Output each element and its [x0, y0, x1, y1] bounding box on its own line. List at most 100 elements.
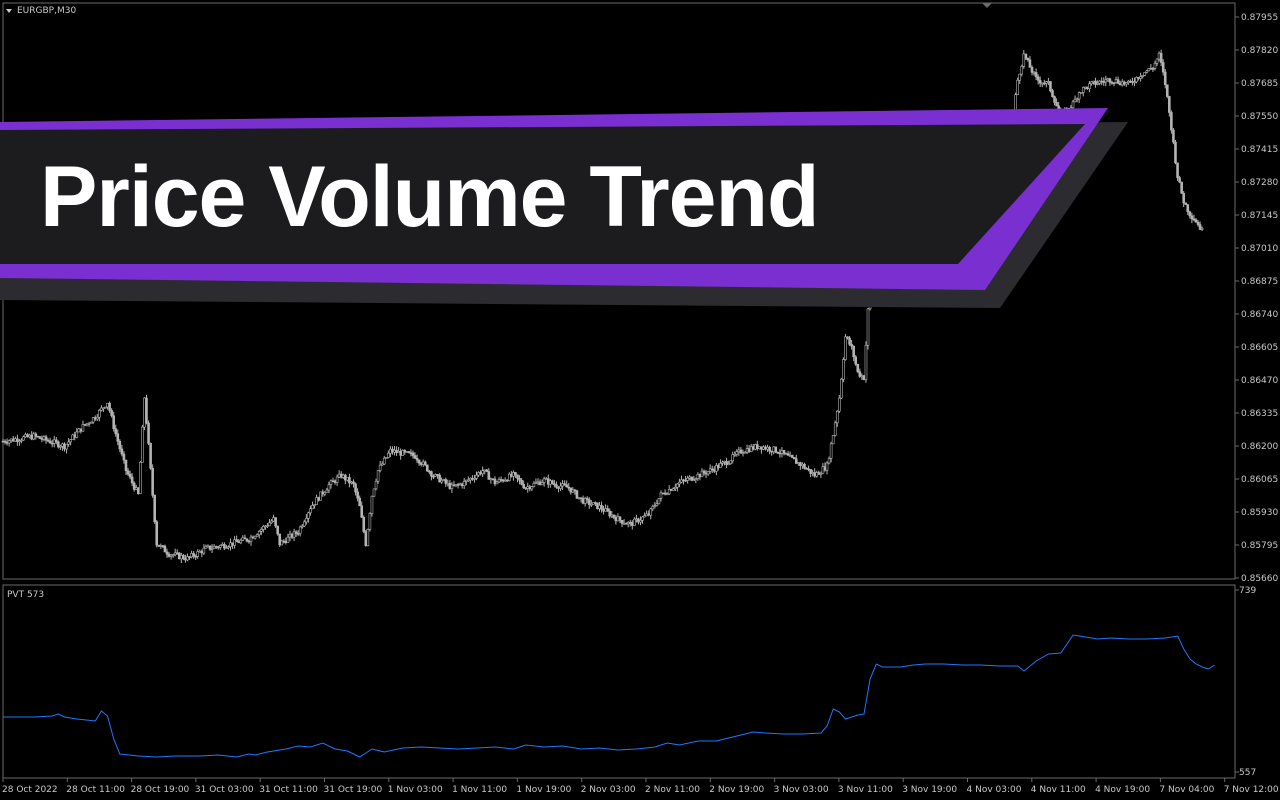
candle-body: [432, 475, 435, 478]
candle-body: [1192, 218, 1196, 221]
candle-body: [387, 453, 390, 458]
candle-body: [1071, 101, 1075, 109]
candle-body: [153, 494, 156, 522]
candle-body: [380, 463, 384, 466]
candle-body: [788, 455, 792, 457]
candle-body: [639, 519, 642, 523]
x-tick-label: 4 Nov 11:00: [1031, 785, 1086, 795]
candle-body: [571, 489, 575, 493]
candle-body: [833, 422, 837, 436]
candle-body: [13, 438, 17, 442]
candle-body: [645, 513, 648, 516]
candle-body: [313, 504, 316, 506]
candle-body: [42, 436, 46, 440]
candle-body: [1135, 77, 1138, 83]
candle-body: [1038, 80, 1042, 84]
candle-body: [298, 526, 302, 534]
candle-body: [548, 480, 552, 485]
candle-body: [405, 451, 409, 453]
candle-body: [221, 544, 224, 546]
candle-body: [266, 525, 269, 528]
candle-body: [659, 492, 663, 499]
candle-body: [655, 503, 659, 506]
candle-body: [764, 446, 767, 450]
price-y-tick-label: 0.87820: [1241, 46, 1278, 56]
candle-body: [450, 484, 454, 489]
candle-body: [1026, 58, 1030, 61]
candle-body: [792, 457, 796, 460]
candle-body: [362, 517, 366, 532]
candle-body: [637, 518, 640, 523]
candle-body: [323, 492, 327, 495]
candle-body: [1112, 82, 1116, 84]
candle-body: [106, 402, 109, 408]
candle-body: [270, 520, 273, 524]
x-tick-label: 28 Oct 11:00: [66, 785, 125, 795]
candle-body: [264, 525, 267, 528]
candle-body: [231, 542, 234, 546]
candle-body: [690, 476, 694, 481]
candle-body: [846, 336, 849, 339]
candle-body: [48, 440, 52, 444]
candle-body: [592, 502, 595, 505]
candle-body: [852, 345, 855, 358]
candle-body: [1180, 181, 1183, 194]
candle-body: [79, 428, 83, 432]
candle-body: [825, 462, 829, 471]
price-y-axis: 0.87955 0.87820 0.87685 0.87550 0.87415 0.872…: [1235, 13, 1278, 584]
chevron-down-icon[interactable]: [6, 9, 12, 13]
candle-body: [780, 450, 784, 454]
candle-body: [438, 474, 441, 483]
candle-body: [28, 434, 31, 438]
candle-body: [1098, 80, 1101, 84]
candle-body: [577, 497, 581, 499]
candle-body: [1182, 192, 1185, 204]
candle-body: [309, 508, 312, 514]
candle-body: [751, 446, 755, 450]
price-y-tick-label: 0.86065: [1241, 475, 1278, 485]
candle-body: [850, 344, 853, 347]
candle-body: [520, 479, 523, 485]
candle-body: [501, 479, 505, 482]
candle-body: [165, 551, 169, 555]
candle-body: [530, 486, 534, 490]
candle-body: [253, 535, 257, 539]
candle-body: [516, 474, 519, 479]
candle-body: [180, 555, 183, 560]
candle-body: [649, 508, 653, 516]
candle-body: [192, 553, 195, 557]
candle-body: [1034, 72, 1038, 78]
candle-body: [337, 473, 341, 478]
candle-body: [538, 481, 542, 486]
candle-body: [136, 487, 140, 495]
candle-body: [186, 556, 189, 561]
candle-body: [173, 552, 177, 555]
candle-body: [507, 473, 511, 481]
candle-body: [245, 538, 249, 542]
candle-body: [344, 474, 347, 481]
candle-body: [1133, 81, 1136, 84]
candle-body: [491, 478, 495, 481]
candle-body: [782, 450, 786, 454]
candle-body: [473, 478, 476, 480]
candle-body: [493, 478, 497, 485]
candle-body: [573, 489, 577, 492]
price-y-tick-label: 0.85795: [1241, 541, 1278, 551]
candle-body: [434, 474, 437, 477]
candle-body: [196, 551, 200, 557]
candle-body: [421, 461, 425, 465]
candle-body: [22, 436, 25, 441]
candle-body: [844, 336, 847, 360]
candle-body: [481, 470, 484, 475]
candle-body: [790, 455, 794, 458]
candle-body: [116, 433, 120, 442]
candle-body: [532, 483, 536, 487]
pvt-y-tick-label: 557: [1239, 768, 1256, 778]
candle-body: [784, 453, 788, 455]
candle-body: [1153, 62, 1157, 69]
candle-body: [348, 477, 351, 484]
candle-body: [749, 446, 753, 452]
candle-body: [161, 545, 165, 547]
candle-body: [128, 473, 132, 478]
candle-body: [551, 480, 554, 485]
